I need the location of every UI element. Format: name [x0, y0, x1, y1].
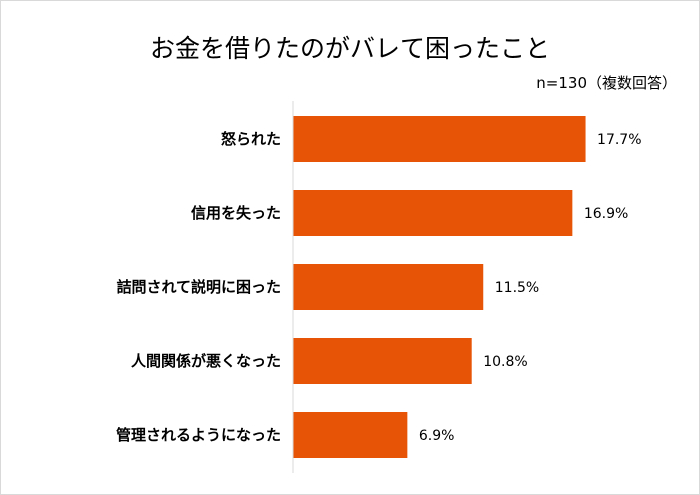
category-label: 信用を失った: [191, 204, 281, 222]
bar: [293, 264, 484, 310]
category-label: 怒られた: [221, 130, 281, 148]
bar: [293, 190, 573, 236]
bar: [293, 412, 408, 458]
category-label: 管理されるようになった: [116, 426, 281, 444]
data-label: 16.9%: [584, 206, 628, 222]
category-label: 人間関係が悪くなった: [131, 352, 281, 370]
bar: [293, 338, 472, 384]
chart-title: お金を借りたのがバレて困ったこと: [149, 34, 550, 63]
data-label: 6.9%: [419, 428, 455, 444]
sample-note: n=130（複数回答）: [536, 74, 677, 92]
bar: [293, 116, 586, 162]
category-label: 詰問されて説明に困った: [116, 278, 281, 296]
data-label: 10.8%: [483, 354, 527, 370]
data-label: 11.5%: [495, 280, 539, 296]
data-label: 17.7%: [597, 132, 641, 148]
